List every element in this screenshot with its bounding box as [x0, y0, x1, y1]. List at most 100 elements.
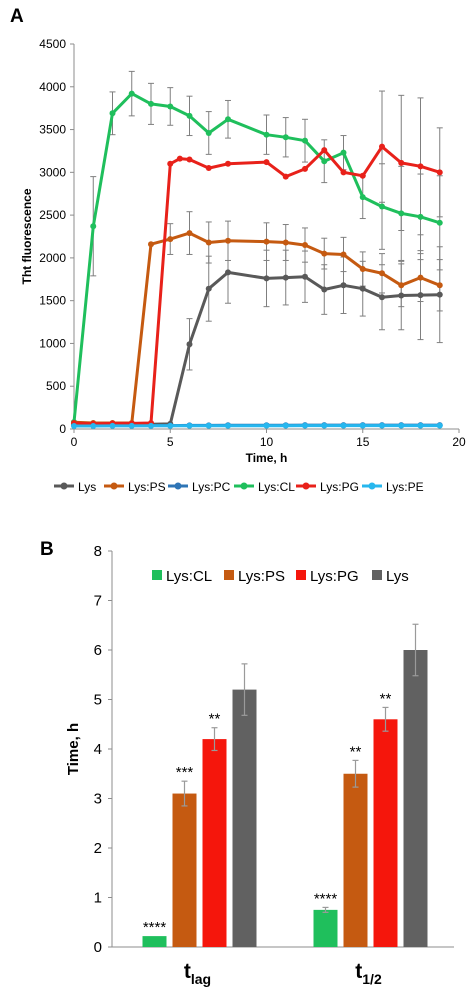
a-data-point — [282, 173, 289, 180]
a-y-tick-label: 4000 — [39, 80, 66, 94]
a-data-point — [398, 292, 405, 299]
b-category-main: t — [355, 960, 362, 983]
a-data-point — [359, 172, 366, 179]
b-significance-label: ** — [209, 711, 221, 728]
b-legend-label: Lys — [386, 568, 409, 585]
b-legend-item: Lys:PG — [296, 568, 359, 585]
a-data-point — [321, 158, 328, 165]
a-data-point — [186, 422, 193, 429]
a-data-point — [263, 238, 270, 245]
b-category-label: t1/2 — [355, 960, 382, 987]
a-data-point — [359, 422, 366, 429]
a-data-point — [263, 422, 270, 429]
a-series-line — [73, 270, 440, 427]
a-data-point — [90, 423, 97, 430]
b-bar — [403, 650, 428, 947]
a-data-point — [398, 159, 405, 166]
b-legend: Lys:CL Lys:PS Lys:PG Lys — [152, 568, 409, 585]
a-y-tick-label: 1000 — [39, 336, 66, 350]
a-y-tick-label: 0 — [59, 422, 66, 436]
a-legend-marker — [110, 482, 118, 490]
b-category-sub: 1/2 — [362, 971, 382, 987]
a-data-point — [436, 169, 443, 176]
panel-a: A 0 500 1000 1500 2000 2500 3000 3500 4000 4500 0 5… — [10, 6, 466, 494]
b-category-main: t — [184, 960, 191, 983]
a-data-point — [436, 291, 443, 298]
a-data-point — [302, 242, 308, 249]
a-data-point — [205, 422, 212, 429]
a-error-bars-4 — [379, 90, 443, 236]
a-data-point — [167, 236, 174, 243]
a-x-tick-label: 5 — [167, 435, 174, 449]
a-data-point — [148, 241, 154, 248]
b-significance-label: **** — [143, 919, 167, 936]
a-series-1 — [71, 230, 443, 427]
a-y-tick-label: 2500 — [39, 208, 66, 222]
a-legend-item: Lys:PG — [296, 480, 359, 494]
a-data-point — [379, 422, 385, 429]
a-data-point — [148, 422, 154, 429]
a-data-point — [128, 422, 135, 429]
b-y-tick-label: 5 — [94, 692, 102, 709]
b-y-tick-label: 4 — [94, 741, 102, 758]
a-error-bars-0 — [186, 241, 443, 371]
a-data-point — [186, 341, 193, 348]
b-bar — [343, 773, 368, 947]
b-bar — [373, 719, 398, 947]
a-y-tick-label: 1500 — [39, 294, 66, 308]
b-legend-item: Lys:CL — [152, 568, 212, 585]
a-data-point — [302, 165, 308, 172]
a-x-tick-label: 10 — [260, 435, 274, 449]
a-data-point — [398, 422, 405, 429]
a-data-point — [436, 282, 443, 289]
a-y-tick-label: 3000 — [39, 165, 66, 179]
a-data-point — [436, 219, 443, 226]
b-category-sub: lag — [191, 971, 211, 987]
b-bar — [142, 936, 167, 947]
a-data-point — [263, 275, 270, 282]
b-legend-label: Lys:CL — [166, 568, 212, 585]
b-legend-label: Lys:PG — [310, 568, 359, 585]
a-data-point — [225, 116, 231, 123]
a-data-point — [340, 169, 347, 176]
a-data-point — [340, 282, 347, 289]
b-y-tick-label: 7 — [94, 593, 102, 610]
a-data-point — [321, 147, 328, 154]
a-legend-item: Lys:CL — [234, 480, 295, 494]
a-data-point — [282, 134, 289, 141]
a-data-point — [90, 223, 97, 230]
a-x-tick-label: 15 — [356, 435, 370, 449]
b-y-tick-label: 6 — [94, 642, 102, 659]
b-category-label: tlag — [184, 960, 211, 987]
a-legend-marker — [240, 482, 248, 490]
a-data-point — [167, 422, 174, 429]
a-legend: Lys Lys:PS Lys:PC Lys:CL Lys:PG Lys:PE — [54, 480, 424, 494]
b-y-axis-label: Time, h — [65, 723, 82, 775]
a-data-point — [186, 156, 193, 163]
a-data-point — [340, 149, 347, 156]
a-data-point — [109, 110, 116, 117]
a-data-point — [398, 282, 405, 289]
a-data-point — [436, 422, 443, 429]
a-series-3 — [71, 90, 443, 426]
a-series-4 — [71, 143, 443, 427]
a-legend-item: Lys:PE — [362, 480, 424, 494]
a-data-point — [417, 422, 424, 429]
b-y-tick-label: 1 — [94, 890, 102, 907]
a-data-point — [359, 266, 366, 273]
a-data-point — [379, 143, 385, 150]
b-bar — [172, 793, 197, 947]
a-x-axis-label: Time, h — [246, 451, 288, 465]
a-data-point — [379, 294, 385, 301]
a-legend-label: Lys:PG — [320, 480, 359, 494]
a-y-tick-label: 3500 — [39, 123, 66, 137]
a-data-point — [176, 155, 183, 162]
a-data-point — [379, 203, 385, 210]
b-significance-label: **** — [314, 890, 338, 907]
a-y-tick-label: 2000 — [39, 251, 66, 265]
a-x-tick-label: 20 — [452, 435, 466, 449]
a-data-point — [167, 160, 174, 167]
b-legend-swatch — [372, 570, 382, 580]
